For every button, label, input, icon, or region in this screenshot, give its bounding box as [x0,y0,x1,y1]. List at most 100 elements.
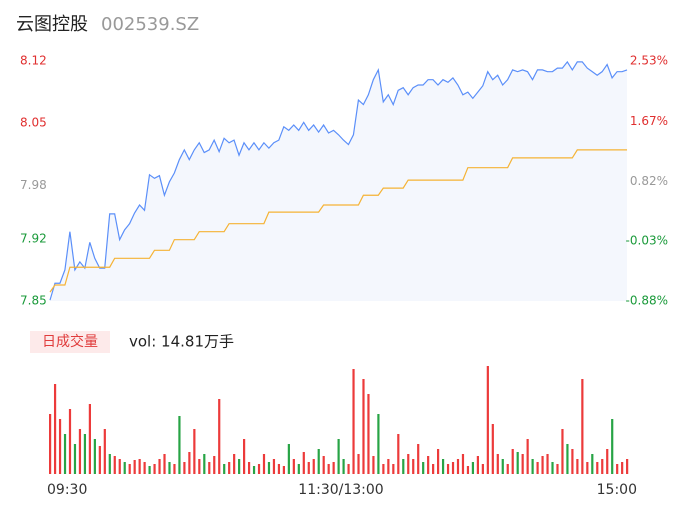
volume-bar [606,449,609,474]
volume-bar [332,462,335,474]
volume-bar [158,459,161,474]
x-tick-label: 11:30/13:00 [298,482,383,498]
volume-bar [556,464,559,474]
volume-bar [63,434,67,474]
volume-bar [218,399,221,474]
volume-bar [198,459,201,474]
volume-bar [611,419,614,474]
volume-bar [392,464,395,474]
volume-bar [382,464,385,474]
volume-bar [327,464,330,474]
volume-bar [352,369,355,474]
volume-bar [287,444,290,474]
volume-bar [78,429,82,474]
volume-bar [49,414,52,474]
volume-bar [282,466,285,474]
volume-bar [228,462,231,474]
volume-bar [407,454,410,474]
price-line [49,60,628,301]
volume-bar [402,459,405,474]
volume-bar [372,456,375,474]
volume-bar [461,454,465,474]
volume-bar [536,462,539,474]
volume-bar [148,466,151,474]
volume-bar [576,459,579,474]
volume-bar [417,444,420,474]
y2-tick-label: 0.82% [630,174,668,188]
volume-bar [601,459,604,474]
volume-bar [571,449,574,474]
volume-bar [541,456,544,474]
volume-bar [83,434,87,474]
volume-bar [317,449,320,474]
volume-bar [53,384,57,474]
volume-bar [103,429,106,474]
volume-bar [168,462,171,474]
volume-bar [128,464,131,474]
volume-bar [297,464,300,474]
volume-bar [451,462,455,474]
stock-name: 云图控股 [16,14,88,35]
average-line [49,149,628,293]
y2-tick-label: -0.03% [626,234,668,248]
volume-bar [173,464,176,474]
volume-bar [213,456,216,474]
volume-bar [302,452,305,474]
volume-bar [342,459,345,474]
x-tick-label: 09:30 [47,482,87,498]
volume-bar [193,429,196,474]
volume-bar [516,452,519,474]
volume-bar [208,462,211,474]
volume-bar [427,456,430,474]
volume-bar [93,439,96,474]
volume-bar [252,466,256,474]
volume-bar [486,366,489,474]
volume-bar [551,462,554,474]
volume-bar [481,464,484,474]
volume-bar [277,464,281,474]
volume-bar [531,459,534,474]
volume-bar [88,404,91,474]
volume-bar [247,462,251,474]
volume-bar [566,444,569,474]
stock-code: 002539.SZ [101,14,199,35]
volume-bar [113,456,116,474]
volume-bar [387,459,390,474]
volume-bar [591,454,594,474]
volume-bar [238,459,241,474]
y-tick-label: 7.98 [20,178,47,192]
volume-bar [233,454,236,474]
volume-bar [272,459,276,474]
volume-bar [322,456,325,474]
volume-bar [347,464,350,474]
volume-bar [257,464,261,474]
volume-bar [506,464,509,474]
volume-bar [223,464,226,474]
volume-bar [596,462,599,474]
volume-bar [621,462,624,474]
volume-bar [466,466,470,474]
volume-bar [183,462,186,474]
volume-bar [432,464,435,474]
y-tick-label: 8.05 [20,116,47,130]
volume-bar [496,454,499,474]
volume-bar [267,462,271,474]
volume-bar [377,414,380,474]
volume-bar [456,459,460,474]
volume-tab-bg[interactable] [30,331,110,353]
volume-bar [58,419,62,474]
volume-bar [491,424,494,474]
volume-bar [441,459,445,474]
volume-bar [616,464,619,474]
volume-bar [546,454,549,474]
y-tick-label: 8.12 [20,54,47,68]
volume-bar [626,459,629,474]
volume-bar [412,459,415,474]
volume-bar [307,462,310,474]
volume-bar [163,454,166,474]
volume-bar [476,456,479,474]
volume-tab[interactable]: 日成交量 [42,333,98,350]
volume-bar [123,462,126,474]
volume-bar [243,439,246,474]
